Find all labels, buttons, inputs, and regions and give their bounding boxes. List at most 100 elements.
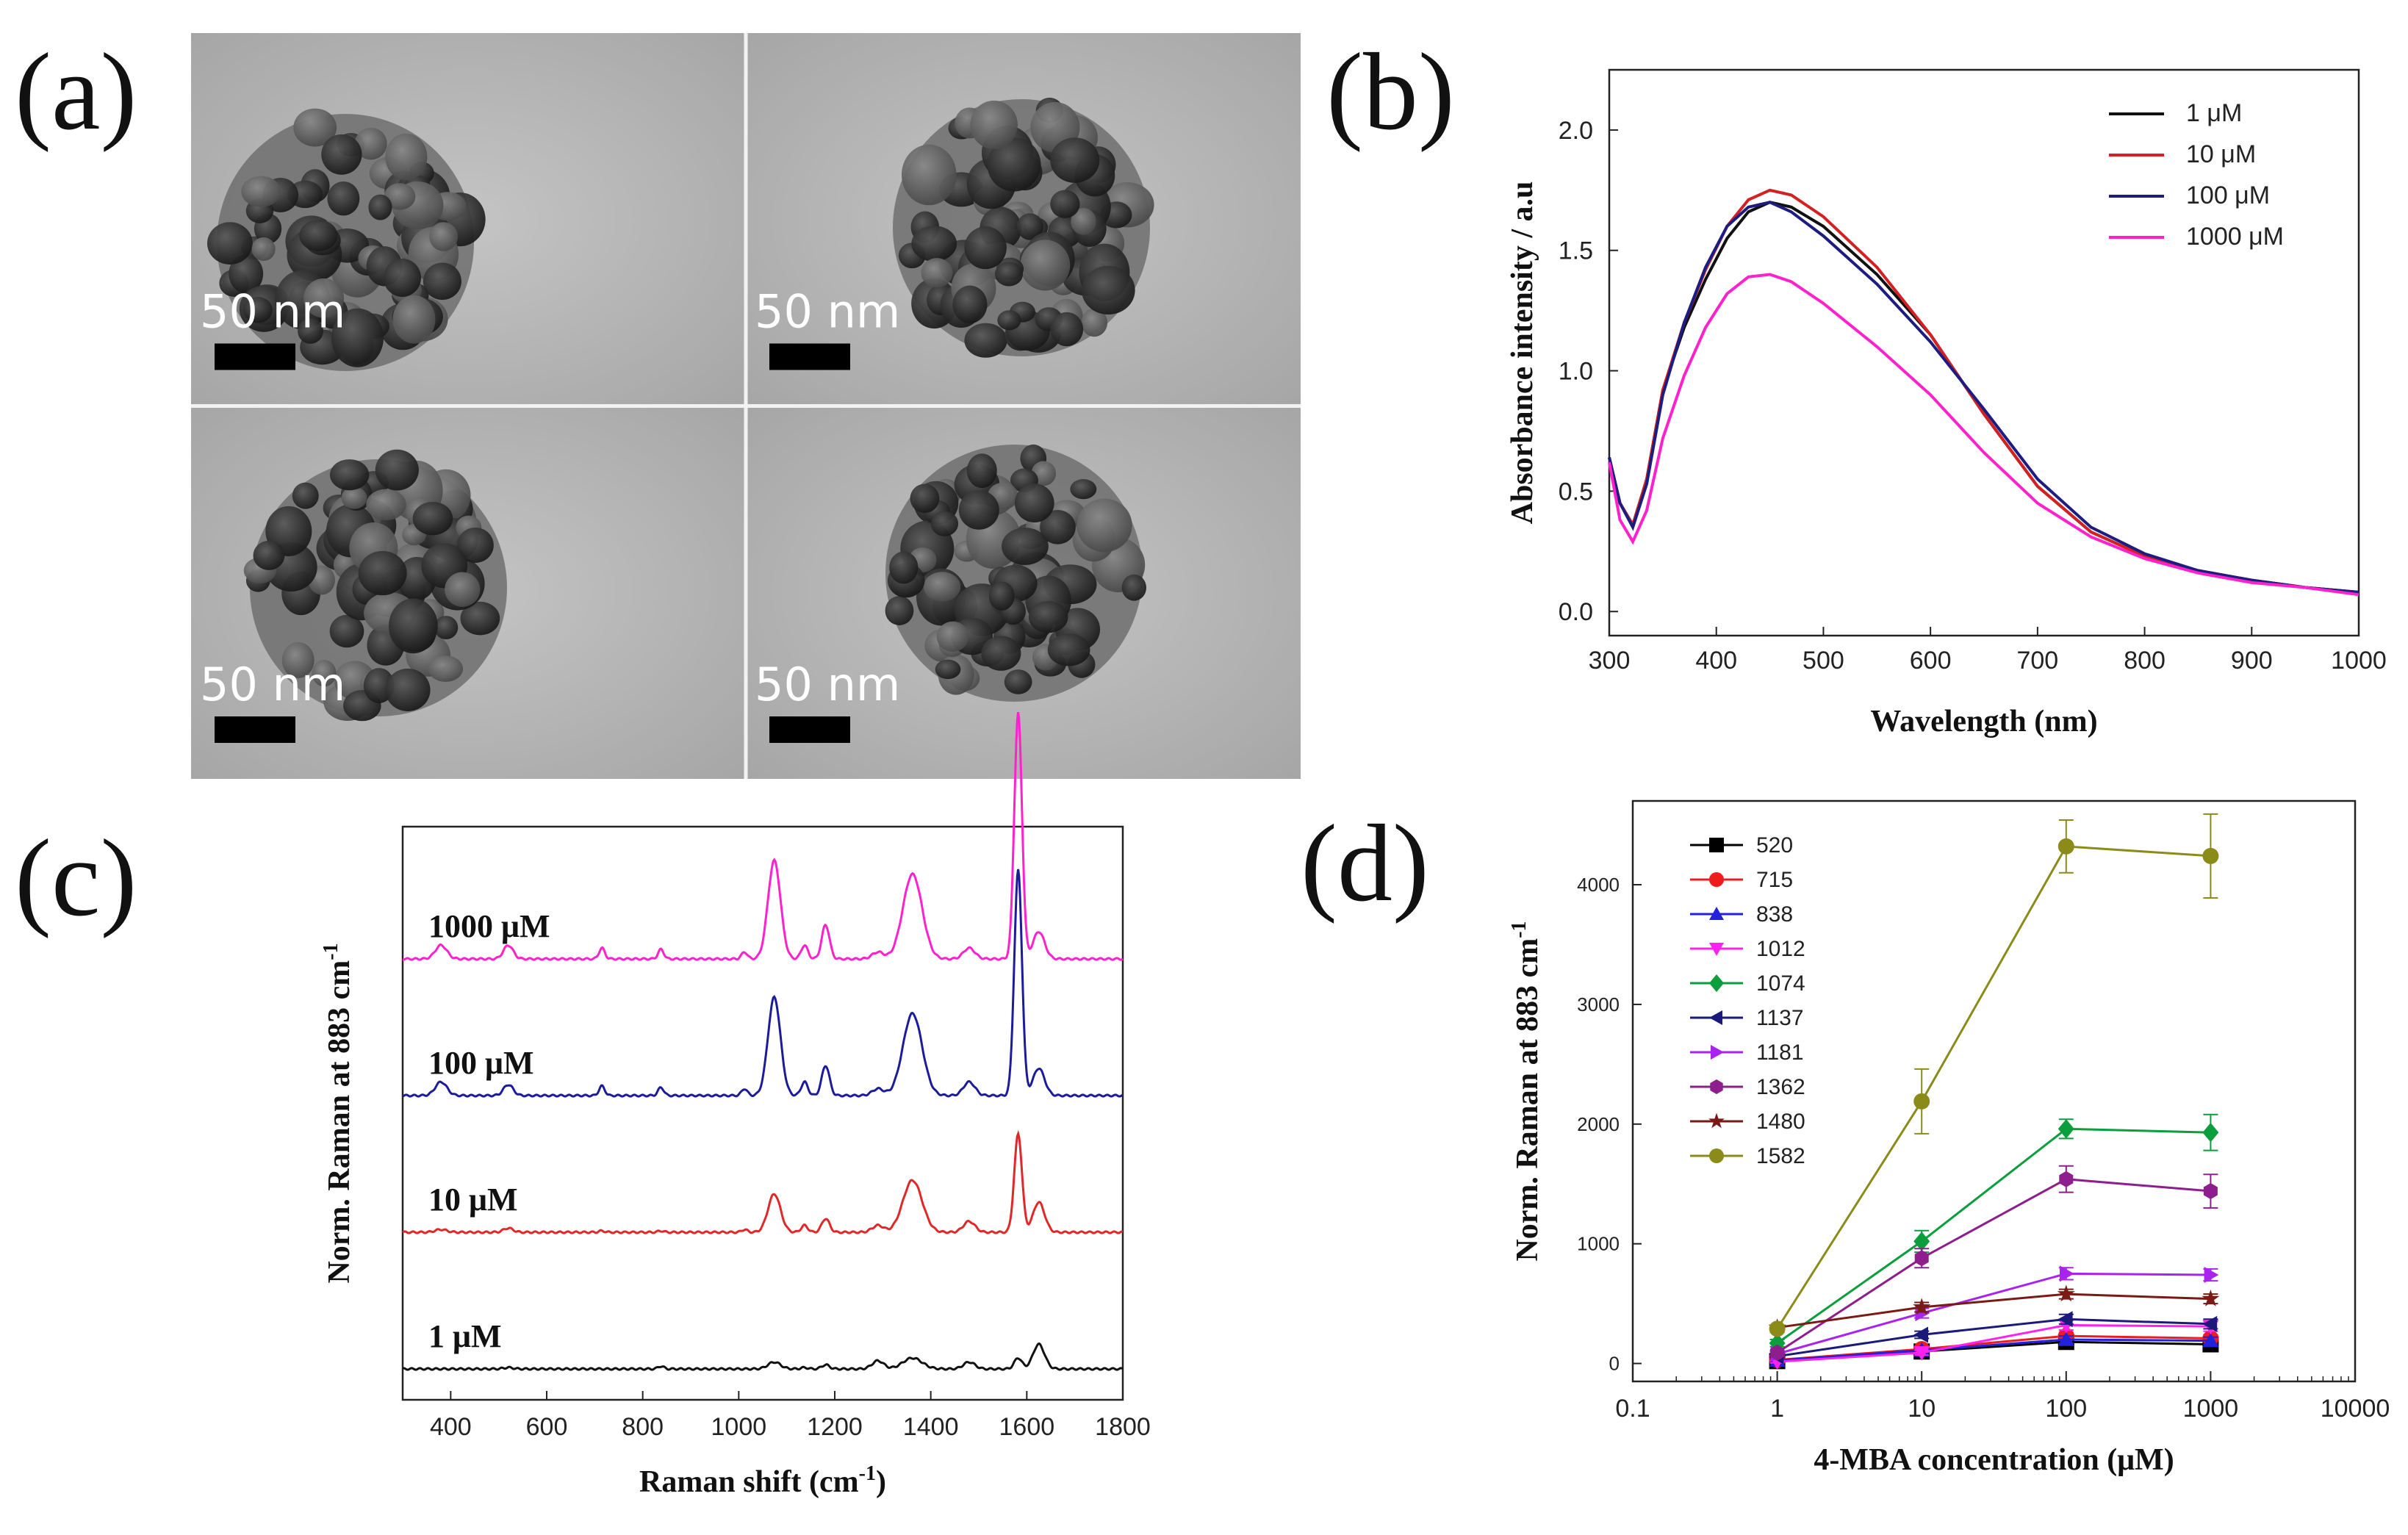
series-line [1777, 1338, 2211, 1362]
nanoparticle-grain [935, 659, 961, 680]
nanoparticle-grain [952, 285, 988, 324]
scale-bar [215, 716, 295, 743]
series-line [1777, 1272, 2211, 1355]
nanoparticle-grain [966, 453, 997, 489]
nanoparticle-grain [298, 317, 323, 344]
nanoparticle-grain [375, 449, 419, 491]
nanoparticle-grain [910, 483, 940, 514]
series-line [1776, 1178, 2211, 1354]
data-point [1709, 974, 1724, 992]
nanoparticle-grain [429, 222, 459, 251]
y-tick-label: 0.5 [1559, 478, 1593, 506]
scale-bar-label: 50 nm [200, 285, 345, 339]
data-point [1709, 907, 1724, 920]
nanoparticle-grain [299, 220, 338, 251]
series-line-1 [1608, 201, 2360, 594]
data-point [1913, 1232, 1930, 1251]
legend-label: 715 [1756, 868, 1793, 892]
legend-label: 1582 [1756, 1144, 1805, 1168]
nanoparticle-grain [1028, 601, 1068, 633]
nanoparticle-grain [341, 486, 367, 509]
nanoparticle-grain [1071, 207, 1096, 235]
nanoparticle-grain [389, 598, 438, 654]
c-plot-frame [401, 825, 1124, 1401]
series-1362 [1769, 1165, 2218, 1361]
x-axis-title: Wavelength (nm) [1870, 705, 2097, 738]
data-point [1709, 1148, 1724, 1163]
nanoparticle-grain [207, 222, 253, 265]
legend-label: 1137 [1756, 1006, 1804, 1030]
spectrum-label: 1 μM [428, 1318, 501, 1354]
data-point [2059, 1171, 2074, 1187]
data-point [1770, 1344, 1785, 1361]
nanoparticle-grain [434, 616, 459, 640]
series-line [1777, 1317, 2211, 1358]
nanoparticle-grain [385, 133, 428, 181]
data-point [1913, 1298, 1931, 1315]
spectrum-line-1 [402, 712, 1124, 961]
x-tick-label: 800 [622, 1413, 664, 1441]
series-line-4 [1608, 273, 2360, 597]
x-tick-label: 10 [1908, 1395, 1936, 1423]
nanoparticle-grain [987, 137, 1041, 192]
legend-label: 1012 [1756, 937, 1805, 961]
data-point [2202, 1122, 2219, 1143]
b-plot-frame [1608, 68, 2360, 637]
nanoparticle-grain [921, 258, 953, 288]
nanoparticle-grain [331, 308, 384, 367]
series-line [1777, 1323, 2211, 1363]
data-point [2204, 1267, 2219, 1284]
x-tick-label: 1200 [807, 1413, 863, 1441]
nanoparticle-grain [970, 100, 1018, 149]
y-tick-label: 1000 [1577, 1233, 1620, 1255]
nanoparticle-grain [457, 527, 494, 563]
absorbance-chart: 300 400 500 600 700 800 900 1000 0.0 0.5 1.0 1.5 2.0… [1506, 68, 2387, 738]
nanoparticle-grain [964, 226, 1007, 270]
nanoparticle-grain [981, 636, 1021, 671]
nanoparticle-grain [901, 144, 957, 206]
data-point [2202, 1332, 2219, 1348]
x-tick-label: 1600 [999, 1413, 1055, 1441]
nanoparticle-grain [445, 572, 481, 607]
panel-label-d: (d) [1301, 802, 1429, 924]
d-plot-frame [1631, 799, 2357, 1383]
nanoparticle-grain [253, 540, 285, 570]
spectrum-line-2 [402, 869, 1124, 1098]
data-point [2057, 1119, 2074, 1139]
data-point [1709, 943, 1724, 956]
scale-bar-label: 50 nm [755, 285, 900, 339]
y-tick-label: 4000 [1577, 874, 1620, 896]
data-point [2203, 1183, 2218, 1199]
nanoparticle-grain [1002, 528, 1049, 565]
x-axis-title: Raman shift (cm-1) [639, 1462, 886, 1499]
x-tick-label: 1400 [903, 1413, 959, 1441]
series-1181 [1769, 1265, 2219, 1362]
data-point [1913, 1326, 1928, 1343]
scale-bar [215, 343, 295, 370]
nanoparticle-grain [293, 108, 337, 147]
nanoparticle-grain [1020, 240, 1071, 291]
y-tick-label: 2.0 [1559, 117, 1593, 145]
nanoparticle-grain [889, 551, 919, 584]
series-line-3 [1608, 201, 2360, 594]
data-point [1914, 1250, 1929, 1267]
nanoparticle-grain [281, 641, 315, 678]
legend-label: 100 μM [2186, 181, 2270, 209]
nanoparticle-grain [1077, 498, 1132, 553]
nanoparticle-grain [923, 572, 961, 602]
data-point [2057, 1311, 2073, 1328]
nanoparticle-grain [1050, 190, 1080, 218]
nanoparticle-grain [321, 134, 362, 175]
legend-label: 1480 [1756, 1110, 1805, 1134]
legend-label: 520 [1756, 833, 1793, 858]
legend-label: 1074 [1756, 971, 1805, 996]
x-tick-label: 10000 [2321, 1395, 2390, 1423]
nanoparticle-grain [1040, 509, 1076, 544]
panel-label-a: (a) [15, 31, 137, 153]
legend-label: 1362 [1756, 1075, 1805, 1099]
y-axis-title: Norm. Raman at 883 cm-1 [320, 943, 356, 1283]
raman-spectra-chart: 400 600 800 1000 1200 1400 1600 1800 Raman shift… [320, 712, 1151, 1499]
x-tick-label: 400 [430, 1413, 472, 1441]
nanoparticle-grain [229, 254, 264, 293]
nanoparticle-grain [366, 489, 406, 521]
